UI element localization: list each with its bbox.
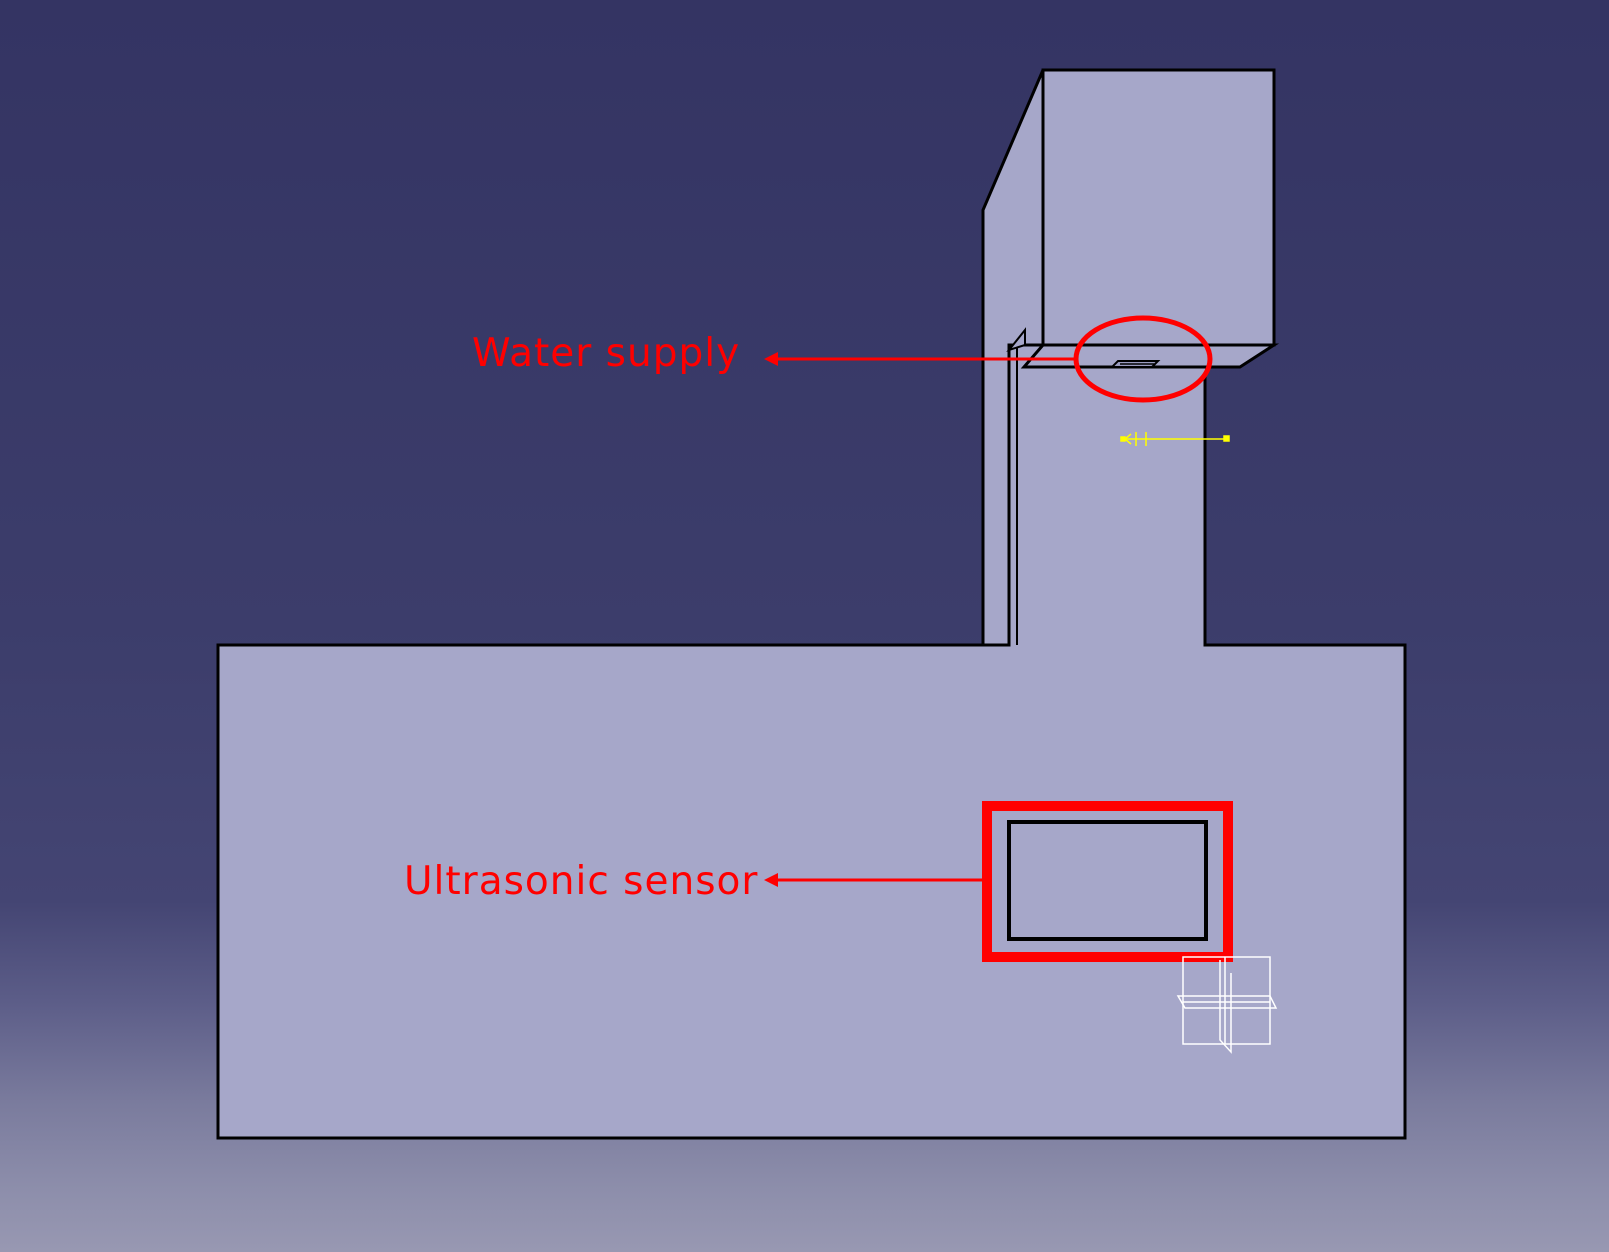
compass-planes-icon[interactable] <box>1176 956 1278 1054</box>
ultrasonic-sensor-arrowhead <box>764 873 778 887</box>
ultrasonic-sensor-body[interactable] <box>1007 820 1208 941</box>
upper-water-tank[interactable] <box>1041 68 1276 347</box>
water-supply-arrowhead <box>764 352 778 366</box>
ultrasonic-sensor-label: Ultrasonic sensor <box>404 859 759 904</box>
vertical-column[interactable] <box>1009 345 1205 645</box>
axis-marker-icon <box>1120 432 1230 446</box>
side-lip <box>1006 327 1026 352</box>
water-supply-label: Water supply <box>472 331 741 376</box>
ultrasonic-sensor-highlight <box>982 801 1233 962</box>
